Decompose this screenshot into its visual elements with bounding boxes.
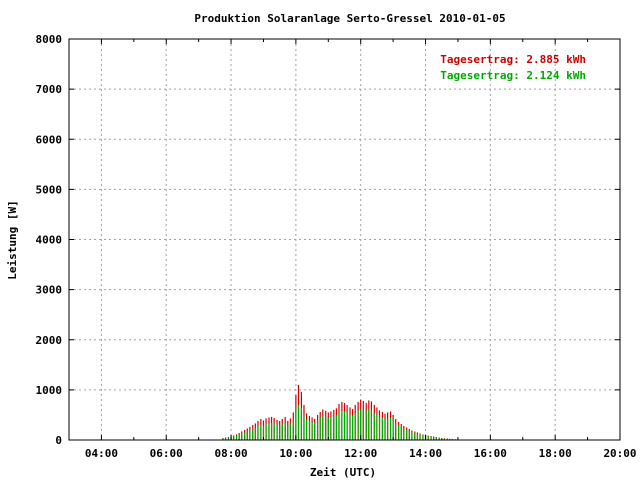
y-tick-label: 2000 — [36, 334, 63, 347]
x-tick-label: 18:00 — [539, 447, 572, 460]
tick-labels: 0 1000 2000 3000 4000 5000 6000 7000 8000 04:00 06… — [36, 33, 637, 460]
x-tick-label: 08:00 — [214, 447, 247, 460]
y-tick-label: 4000 — [36, 234, 63, 247]
x-tick-label: 16:00 — [474, 447, 507, 460]
y-tick-label: 1000 — [36, 384, 63, 397]
x-tick-label: 06:00 — [150, 447, 183, 460]
legend-entry-1: Tagesertrag: 2.885 kWh — [440, 53, 586, 66]
legend-entry-2: Tagesertrag: 2.124 kWh — [440, 69, 586, 82]
x-axis-label: Zeit (UTC) — [310, 466, 376, 479]
y-tick-label: 5000 — [36, 183, 63, 196]
bars — [222, 384, 459, 440]
grid — [69, 39, 620, 440]
ticks — [68, 38, 621, 441]
y-tick-label: 7000 — [36, 83, 63, 96]
x-tick-label: 04:00 — [85, 447, 118, 460]
y-tick-label: 8000 — [36, 33, 63, 46]
y-tick-label: 3000 — [36, 284, 63, 297]
x-tick-label: 10:00 — [279, 447, 312, 460]
legend: Tagesertrag: 2.885 kWh Tagesertrag: 2.124… — [440, 53, 586, 82]
y-tick-label: 6000 — [36, 133, 63, 146]
chart-title: Produktion Solaranlage Serto-Gressel 201… — [194, 12, 505, 25]
y-axis-label: Leistung [W] — [6, 200, 19, 279]
x-tick-label: 14:00 — [409, 447, 442, 460]
y-tick-label: 0 — [55, 434, 62, 447]
x-tick-label: 20:00 — [603, 447, 636, 460]
x-tick-label: 12:00 — [344, 447, 377, 460]
